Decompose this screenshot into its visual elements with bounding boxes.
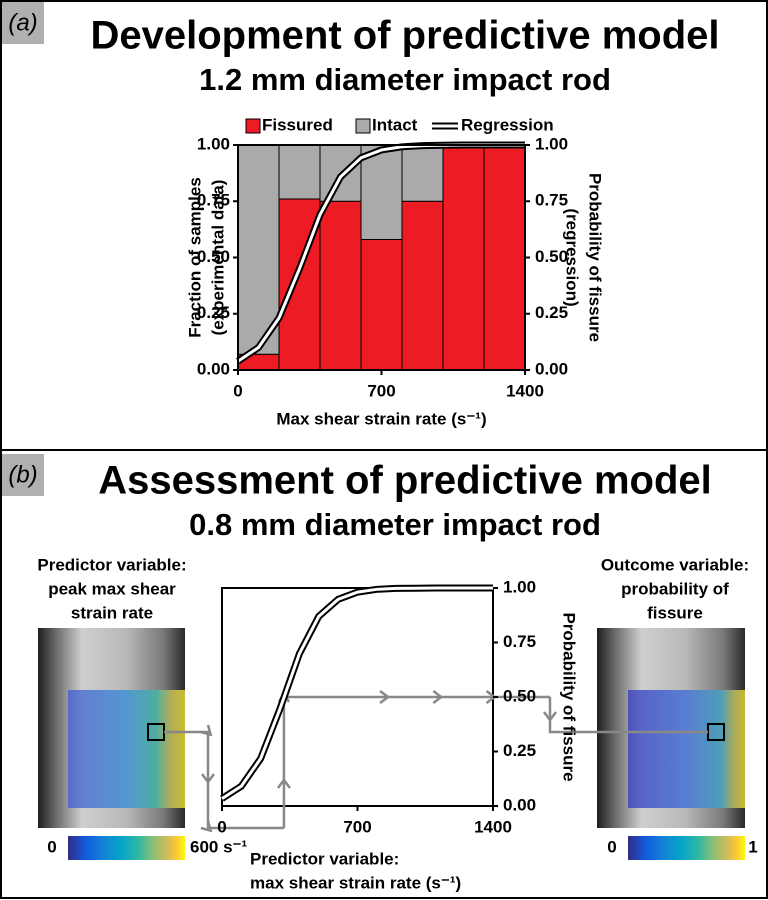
y-tick-label: 0.25 <box>197 303 230 322</box>
y2-tick-label: 0.00 <box>503 795 536 814</box>
arrow-head <box>379 690 391 704</box>
y-tick-label: 0.50 <box>197 247 230 266</box>
y2-tick-label: 0.50 <box>503 686 536 705</box>
colorbar-label: 0 <box>607 837 616 856</box>
legend-label: Regression <box>461 115 554 134</box>
histogram-bar <box>237 144 280 355</box>
annotation: fissure <box>647 603 703 622</box>
y2-tick-label: 0.75 <box>535 191 568 210</box>
annotation: peak max shear <box>48 579 176 598</box>
histogram-bar <box>319 200 362 371</box>
x-tick-label: 0 <box>233 381 242 400</box>
y2-tick-label: 0.25 <box>503 741 536 760</box>
y2-tick-label: 1.00 <box>503 577 536 596</box>
legend-label: Fissured <box>262 115 333 134</box>
x-tick-label: 1400 <box>506 381 544 400</box>
x-tick-label: 700 <box>367 381 395 400</box>
panel-label-box <box>2 2 44 44</box>
colorbar-label: 600 s⁻¹ <box>190 837 248 856</box>
y2-tick-label: 1.00 <box>535 134 568 153</box>
regression-line-outer <box>220 584 493 802</box>
histogram-bar <box>483 144 526 371</box>
x-tick-label: 1400 <box>474 817 512 836</box>
y-tick-label: 1.00 <box>197 134 230 153</box>
y2-tick-label: 0.75 <box>503 632 536 651</box>
histogram-bar <box>401 144 444 202</box>
y2-tick-label: 0.00 <box>535 359 568 378</box>
strain-overlay <box>68 690 185 808</box>
panel-label: (a) <box>8 9 37 36</box>
regression-line-inner <box>221 586 493 800</box>
annotation: strain rate <box>71 603 153 622</box>
flow-arrow <box>548 697 708 734</box>
annotation: Predictor variable: <box>37 555 186 574</box>
annotation: Outcome variable: <box>601 555 749 574</box>
legend-swatch <box>355 118 371 134</box>
panel-label: (b) <box>8 461 37 488</box>
chart-subtitle: 0.8 mm diameter impact rod <box>189 507 601 542</box>
arrow-head <box>276 777 291 789</box>
x-axis-title: max shear strain rate (s⁻¹) <box>250 873 461 892</box>
y2-axis-title: Probability of fissure <box>586 173 605 342</box>
y2-tick-label: 0.25 <box>535 303 568 322</box>
colorbar <box>68 836 185 860</box>
colorbar <box>628 836 745 860</box>
arrow-head <box>201 773 215 785</box>
x-tick-label: 700 <box>343 817 371 836</box>
chart-subtitle: 1.2 mm diameter impact rod <box>199 62 611 97</box>
histogram-bar <box>401 200 444 371</box>
colorbar-label: 1 <box>748 837 757 856</box>
plots: 0 700 1400 0.00 0.25 0.50 0.75 1.00 0.00 0.25 0.50… <box>37 115 749 892</box>
x-tick-label: 0 <box>217 817 226 836</box>
chart-title: Assessment of predictive model <box>98 459 712 503</box>
histogram-bar <box>442 144 485 371</box>
y2-axis-title: Probability of fissure <box>560 612 579 781</box>
y2-axis-title: (regression) <box>563 208 582 306</box>
y-tick-label: 0.00 <box>197 359 230 378</box>
colorbar-label: 0 <box>47 837 56 856</box>
x-axis-title: Predictor variable: <box>250 849 399 868</box>
y-axis-title: Fraction of samples <box>185 177 204 338</box>
arrow-head <box>543 711 557 723</box>
legend-swatch <box>245 118 261 134</box>
histogram-bar <box>278 144 321 200</box>
legend-label: Intact <box>372 115 418 134</box>
x-axis-title: Max shear strain rate (s⁻¹) <box>276 409 486 428</box>
arrow-head <box>432 690 444 704</box>
y-tick-label: 0.75 <box>197 191 230 210</box>
chart-title: Development of predictive model <box>90 14 719 58</box>
histogram-bar <box>360 239 403 371</box>
annotation: probability of <box>621 579 729 598</box>
panel-label-box <box>2 454 44 496</box>
panel-frame <box>0 449 768 899</box>
y-axis-title: (experimental data) <box>208 180 227 336</box>
histogram-bar <box>360 144 403 240</box>
probability-overlay <box>628 690 745 808</box>
y2-tick-label: 0.50 <box>535 247 568 266</box>
